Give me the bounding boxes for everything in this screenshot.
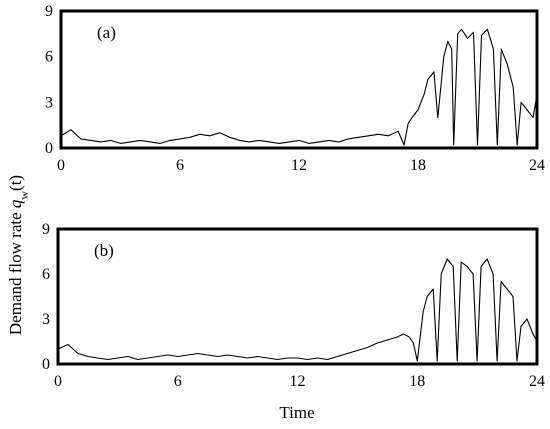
x-tick-label: 12 bbox=[291, 157, 307, 174]
x-tick-label: 0 bbox=[57, 157, 65, 174]
x-tick-label: 6 bbox=[176, 157, 184, 174]
x-tick-label: 6 bbox=[174, 373, 182, 390]
y-axis-title-subscript: w bbox=[17, 191, 31, 200]
y-tick-label: 3 bbox=[42, 311, 50, 328]
y-tick-label: 6 bbox=[45, 49, 53, 66]
plot-frame bbox=[56, 227, 539, 366]
panel-b: 0 6 12 18 24 0 3 6 9 (b) bbox=[42, 221, 545, 390]
y-tick-label: 3 bbox=[45, 94, 53, 111]
y-tick-label: 0 bbox=[45, 140, 53, 157]
x-tick-label: 24 bbox=[529, 157, 545, 174]
x-tick-label: 0 bbox=[54, 373, 62, 390]
y-tick-label: 0 bbox=[42, 356, 50, 373]
y-tick-label: 9 bbox=[42, 221, 50, 238]
series-line bbox=[57, 258, 538, 362]
y-tick-label: 6 bbox=[42, 266, 50, 283]
x-tick-label: 18 bbox=[409, 373, 425, 390]
y-axis-title-suffix: (t) bbox=[6, 175, 25, 191]
plot-frame bbox=[59, 9, 539, 150]
y-axis-title: Demand flow rate qw(t) bbox=[6, 175, 31, 335]
x-tick-label: 18 bbox=[410, 157, 426, 174]
x-tick-label: 24 bbox=[529, 373, 545, 390]
x-tick-label: 12 bbox=[290, 373, 306, 390]
y-tick-label: 9 bbox=[45, 3, 53, 20]
panel-label: (a) bbox=[97, 23, 116, 42]
series-line bbox=[60, 28, 538, 146]
panel-a: 0 6 12 18 24 0 3 6 9 (a) bbox=[45, 3, 545, 174]
x-axis-title: Time bbox=[279, 403, 314, 422]
y-axis-title-symbol: q bbox=[6, 199, 25, 208]
y-axis-title-text: Demand flow rate qw(t) bbox=[6, 175, 31, 335]
panel-label: (b) bbox=[94, 241, 114, 260]
y-axis-title-prefix: Demand flow rate bbox=[6, 208, 25, 335]
